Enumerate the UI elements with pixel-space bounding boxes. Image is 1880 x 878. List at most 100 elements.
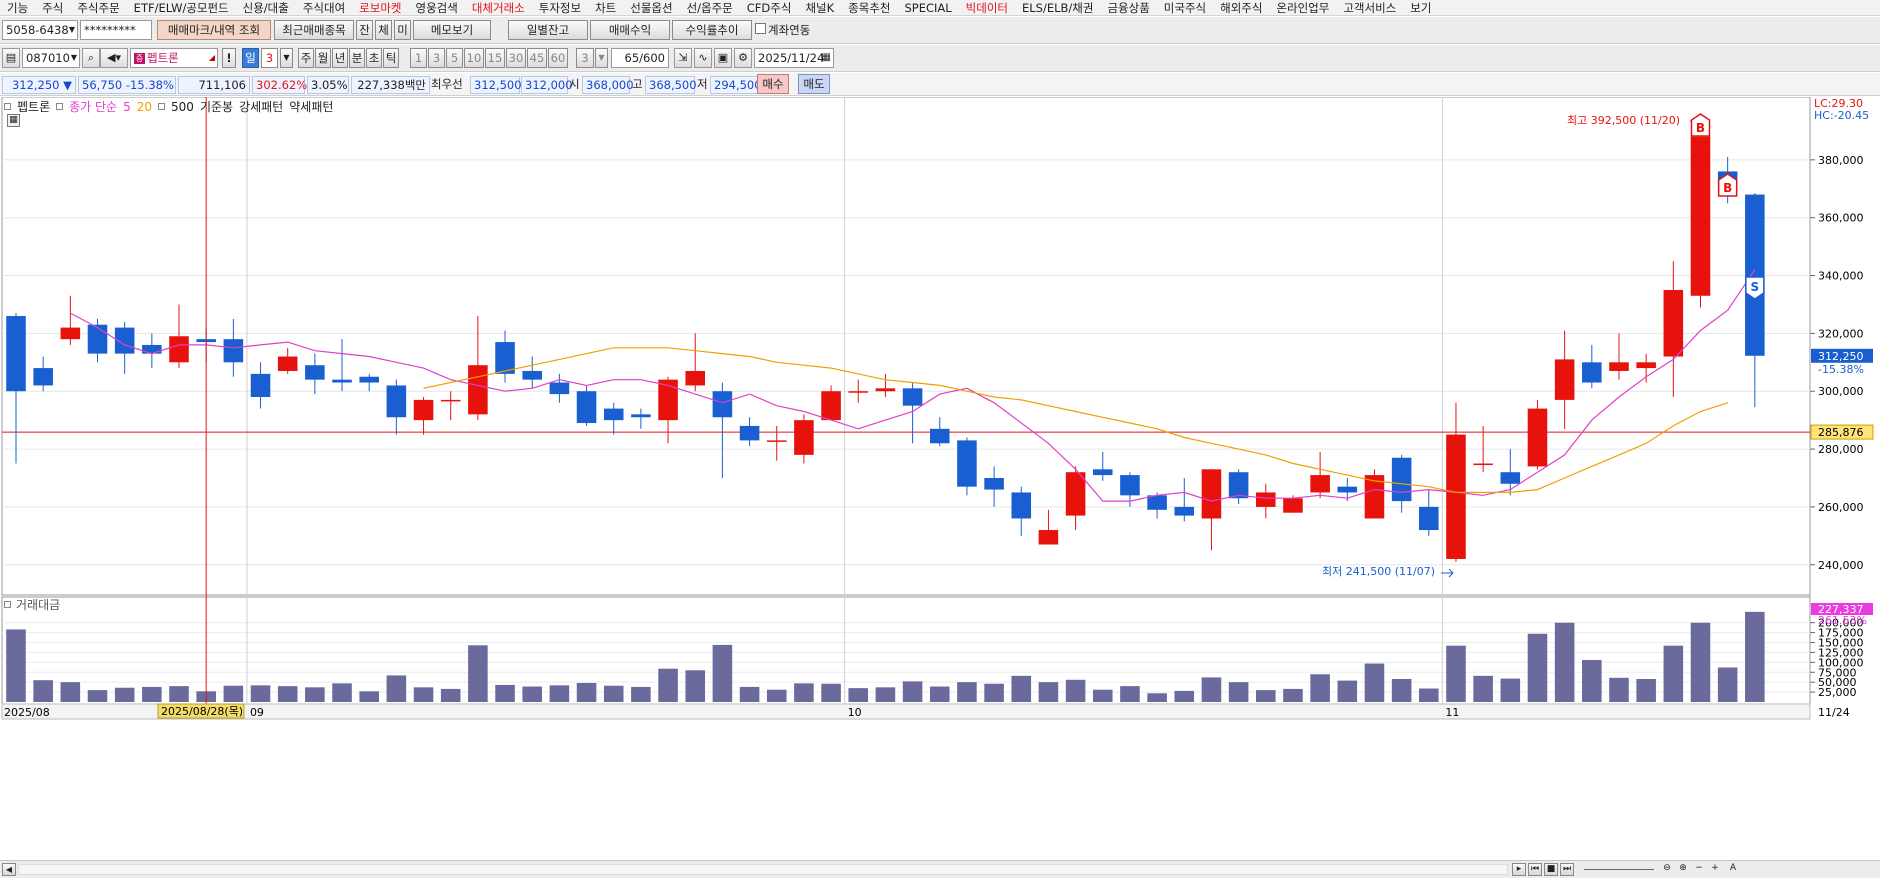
memo-button[interactable]: 메모보기: [413, 20, 491, 40]
stop-icon[interactable]: ■: [1544, 863, 1558, 876]
password-field[interactable]: *********: [80, 20, 152, 40]
balance-button[interactable]: 잔: [356, 20, 373, 40]
save-icon[interactable]: ▣: [714, 48, 732, 68]
return-trend-button[interactable]: 수익률추이: [672, 20, 752, 40]
interval-button[interactable]: 3: [428, 48, 445, 68]
scroll-track[interactable]: [18, 864, 1508, 875]
menu-item[interactable]: 고객서비스: [1343, 0, 1397, 15]
period-button[interactable]: 초: [366, 48, 382, 68]
candle-body: [33, 368, 53, 386]
interval-button[interactable]: 10: [464, 48, 484, 68]
menu-item[interactable]: 보기: [1410, 0, 1432, 15]
menu-item[interactable]: CFD주식: [746, 0, 792, 15]
volume-bar: [33, 680, 53, 702]
scroll-right-icon[interactable]: ▸: [1512, 863, 1526, 876]
volume-bar: [1473, 675, 1493, 702]
volume-bar: [1011, 675, 1032, 702]
period-button[interactable]: 분: [349, 48, 365, 68]
menu-item[interactable]: 주식: [42, 0, 64, 15]
menu-item[interactable]: 온라인업무: [1276, 0, 1330, 15]
menu-item[interactable]: 해외주식: [1220, 0, 1263, 15]
menu-item[interactable]: 대체거래소: [471, 0, 525, 15]
account-select[interactable]: 5058-6438 ▼: [2, 20, 78, 40]
menu-item[interactable]: 금융상품: [1107, 0, 1150, 15]
recent-trades-button[interactable]: 최근매매종목: [274, 20, 354, 40]
interval-select[interactable]: 3: [576, 48, 594, 68]
menu-item[interactable]: 선/옵주문: [686, 0, 733, 15]
stock-code-input[interactable]: 087010 ▼: [22, 48, 80, 68]
menu-item[interactable]: ELS/ELB/채권: [1022, 0, 1094, 15]
volume-value: 711,106: [178, 76, 250, 94]
period-multiplier[interactable]: 3: [261, 48, 278, 68]
unfilled-button[interactable]: 미: [394, 20, 411, 40]
menu-item[interactable]: 주식주문: [77, 0, 120, 15]
alert-button[interactable]: !: [222, 48, 236, 68]
interval-button[interactable]: 1: [410, 48, 427, 68]
interval-button[interactable]: 60: [548, 48, 568, 68]
interval-button[interactable]: 30: [506, 48, 526, 68]
menu-item[interactable]: 영웅검색: [415, 0, 458, 15]
daily-balance-button[interactable]: 일별잔고: [508, 20, 588, 40]
menu-item[interactable]: 채널K: [805, 0, 835, 15]
candle-body: [848, 391, 869, 393]
settings-gear-icon[interactable]: ⚙: [734, 48, 752, 68]
price-tick-label: 240,000: [1818, 559, 1864, 572]
menu-item[interactable]: 빅데이터: [965, 0, 1008, 15]
trade-mark-button[interactable]: 매매마크/내역 조회: [157, 20, 271, 40]
zoom-icon[interactable]: ⇲: [674, 48, 692, 68]
menu-item[interactable]: 로보마켓: [359, 0, 402, 15]
period-button[interactable]: 틱: [383, 48, 399, 68]
legend-box-icon: [158, 103, 166, 110]
menu-item[interactable]: ETF/ELW/공모펀드: [133, 0, 229, 15]
menu-item[interactable]: 투자정보: [538, 0, 582, 15]
legend-ma5: 5: [123, 99, 131, 114]
candle-body: [495, 342, 515, 374]
expand-icon[interactable]: +: [1711, 863, 1719, 873]
scroll-last-icon[interactable]: ⏭: [1560, 863, 1574, 876]
draw-tool-icon[interactable]: ∿: [694, 48, 712, 68]
chart-scrollbar[interactable]: ◀ ▸ ⏮ ■ ⏭ ⊖ ⊕ − + A: [0, 860, 1880, 878]
account-link-checkbox[interactable]: [755, 23, 766, 34]
volume-bar: [522, 686, 542, 702]
zoom-in-icon[interactable]: ⊕: [1679, 863, 1687, 873]
sell-marker-icon: S: [1745, 276, 1765, 300]
stock-chart[interactable]: 240,000 260,000 280,000 300,000 320,000 340,0…: [0, 97, 1880, 860]
period-button[interactable]: 월: [315, 48, 331, 68]
shrink-icon[interactable]: −: [1695, 863, 1703, 873]
buy-button[interactable]: 매수: [757, 74, 789, 94]
zoom-out-icon[interactable]: ⊖: [1663, 863, 1671, 873]
interval-button[interactable]: 15: [485, 48, 505, 68]
trade-profit-button[interactable]: 매매수익: [590, 20, 670, 40]
volume-bar: [1609, 677, 1629, 702]
bar-count-field[interactable]: 65/600: [611, 48, 669, 68]
search-icon[interactable]: ⌕: [82, 48, 100, 68]
interval-dropdown[interactable]: ▼: [595, 48, 608, 68]
menu-item[interactable]: 주식대여: [302, 0, 346, 15]
period-day-button[interactable]: 일: [242, 48, 259, 68]
font-size-icon[interactable]: A: [1729, 863, 1737, 873]
table-grid-icon[interactable]: ▦: [7, 114, 20, 127]
menu-item[interactable]: 기능: [7, 0, 29, 15]
menu-item[interactable]: SPECIAL: [904, 0, 952, 15]
sound-icon[interactable]: ◀▾: [100, 48, 128, 68]
period-button[interactable]: 주: [298, 48, 314, 68]
menu-item[interactable]: 종목추천: [848, 0, 891, 15]
best-bid: 312,000: [521, 76, 573, 94]
menu-item[interactable]: 차트: [595, 0, 617, 15]
zoom-slider[interactable]: [1584, 869, 1654, 870]
interval-button[interactable]: 45: [527, 48, 547, 68]
chart-menu-icon[interactable]: ▤: [2, 48, 20, 68]
menu-item[interactable]: 선물옵션: [630, 0, 673, 15]
stock-name-field[interactable]: 증 펩트론 ◢: [130, 48, 218, 68]
sell-button[interactable]: 매도: [798, 74, 830, 94]
scroll-left-icon[interactable]: ◀: [2, 863, 16, 876]
scroll-first-icon[interactable]: ⏮: [1528, 863, 1542, 876]
chart-area[interactable]: 240,000 260,000 280,000 300,000 320,000 340,0…: [0, 97, 1880, 860]
interval-button[interactable]: 5: [446, 48, 463, 68]
multiplier-dropdown[interactable]: ▼: [280, 48, 293, 68]
period-button[interactable]: 년: [332, 48, 348, 68]
menu-item[interactable]: 미국주식: [1163, 0, 1207, 15]
date-input[interactable]: 2025/11/24 ▦: [754, 48, 834, 68]
menu-item[interactable]: 신용/대출: [242, 0, 289, 15]
filled-button[interactable]: 체: [375, 20, 392, 40]
